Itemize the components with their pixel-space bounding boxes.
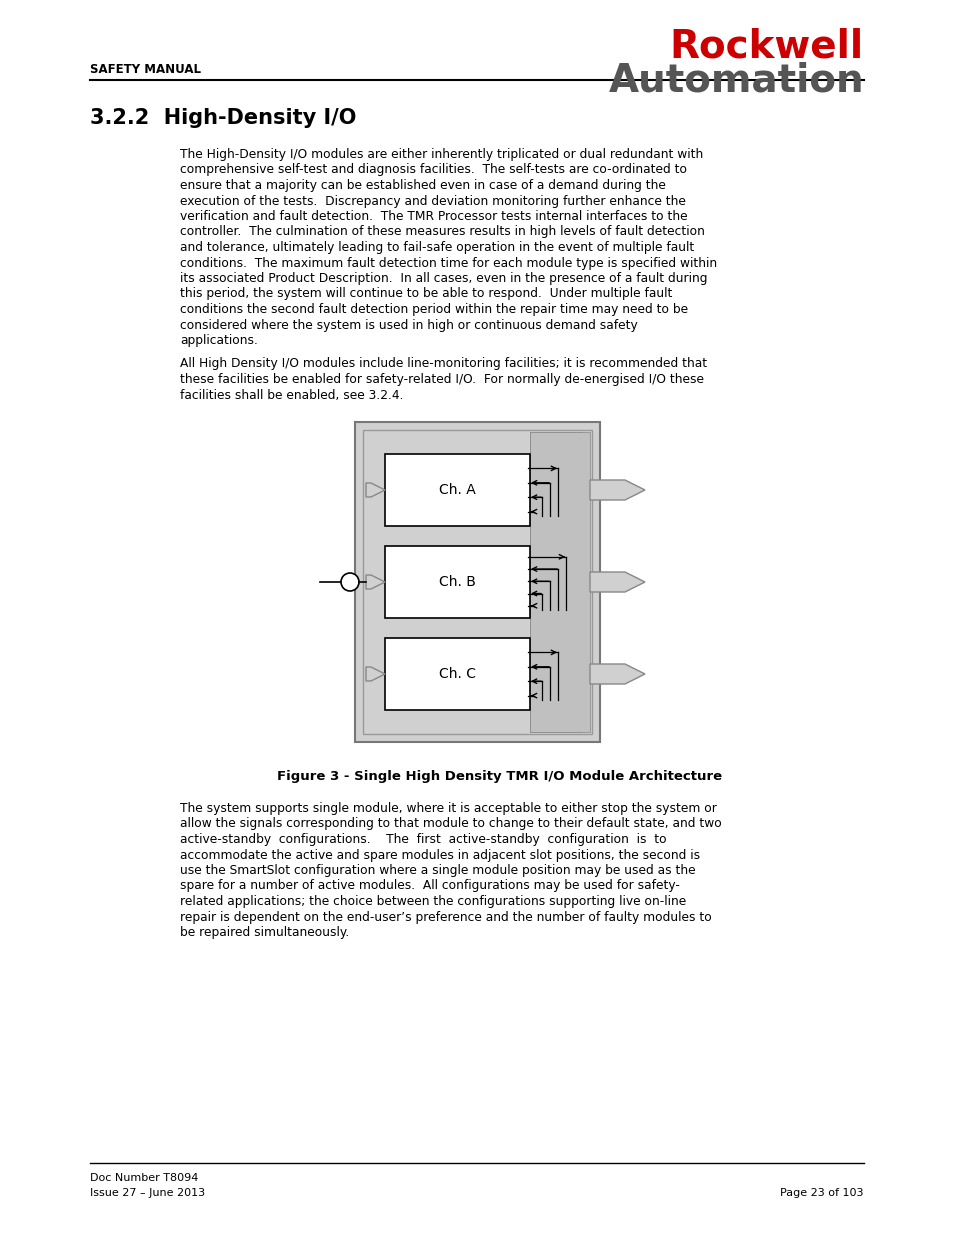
- Text: controller.  The culmination of these measures results in high levels of fault d: controller. The culmination of these mea…: [180, 226, 704, 238]
- Text: this period, the system will continue to be able to respond.  Under multiple fau: this period, the system will continue to…: [180, 288, 672, 300]
- Text: these facilities be enabled for safety-related I/O.  For normally de-energised I: these facilities be enabled for safety-r…: [180, 373, 703, 387]
- Polygon shape: [589, 572, 644, 592]
- Text: Issue 27 – June 2013: Issue 27 – June 2013: [90, 1188, 205, 1198]
- Bar: [385, 546, 530, 618]
- Text: Automation: Automation: [608, 62, 863, 100]
- Bar: [385, 454, 530, 526]
- Polygon shape: [366, 576, 385, 589]
- Text: its associated Product Description.  In all cases, even in the presence of a fau: its associated Product Description. In a…: [180, 272, 707, 285]
- Bar: [530, 432, 574, 732]
- Bar: [530, 432, 581, 732]
- Bar: [530, 432, 565, 732]
- Text: be repaired simultaneously.: be repaired simultaneously.: [180, 926, 349, 939]
- Text: spare for a number of active modules.  All configurations may be used for safety: spare for a number of active modules. Al…: [180, 879, 679, 893]
- Bar: [385, 638, 530, 710]
- Polygon shape: [366, 483, 385, 496]
- Text: The High-Density I/O modules are either inherently triplicated or dual redundant: The High-Density I/O modules are either …: [180, 148, 702, 161]
- Text: comprehensive self-test and diagnosis facilities.  The self-tests are co-ordinat: comprehensive self-test and diagnosis fa…: [180, 163, 686, 177]
- Text: conditions.  The maximum fault detection time for each module type is specified : conditions. The maximum fault detection …: [180, 257, 717, 269]
- Text: facilities shall be enabled, see 3.2.4.: facilities shall be enabled, see 3.2.4.: [180, 389, 403, 401]
- Text: active-standby  configurations.    The  first  active-standby  configuration  is: active-standby configurations. The first…: [180, 832, 666, 846]
- Text: Rockwell: Rockwell: [669, 28, 863, 65]
- Text: ensure that a majority can be established even in case of a demand during the: ensure that a majority can be establishe…: [180, 179, 665, 191]
- Text: Figure 3 - Single High Density TMR I/O Module Architecture: Figure 3 - Single High Density TMR I/O M…: [277, 769, 721, 783]
- Polygon shape: [366, 667, 385, 680]
- Text: Page 23 of 103: Page 23 of 103: [780, 1188, 863, 1198]
- Bar: [355, 422, 599, 742]
- Text: accommodate the active and spare modules in adjacent slot positions, the second : accommodate the active and spare modules…: [180, 848, 700, 862]
- Text: related applications; the choice between the configurations supporting live on-l: related applications; the choice between…: [180, 895, 685, 908]
- Text: applications.: applications.: [180, 333, 257, 347]
- Text: Ch. B: Ch. B: [438, 576, 476, 589]
- Text: All High Density I/O modules include line-monitoring facilities; it is recommend: All High Density I/O modules include lin…: [180, 357, 706, 370]
- Text: considered where the system is used in high or continuous demand safety: considered where the system is used in h…: [180, 319, 638, 331]
- Bar: [530, 432, 589, 732]
- Text: verification and fault detection.  The TMR Processor tests internal interfaces t: verification and fault detection. The TM…: [180, 210, 687, 224]
- Polygon shape: [589, 480, 644, 500]
- Text: repair is dependent on the end-user’s preference and the number of faulty module: repair is dependent on the end-user’s pr…: [180, 910, 711, 924]
- Bar: [363, 430, 592, 734]
- Circle shape: [340, 573, 358, 592]
- Text: Ch. C: Ch. C: [438, 667, 476, 680]
- Polygon shape: [589, 664, 644, 684]
- Text: SAFETY MANUAL: SAFETY MANUAL: [90, 63, 201, 77]
- Text: The system supports single module, where it is acceptable to either stop the sys: The system supports single module, where…: [180, 802, 716, 815]
- Text: allow the signals corresponding to that module to change to their default state,: allow the signals corresponding to that …: [180, 818, 721, 830]
- Text: Ch. A: Ch. A: [438, 483, 476, 496]
- Text: Doc Number T8094: Doc Number T8094: [90, 1173, 198, 1183]
- Text: conditions the second fault detection period within the repair time may need to : conditions the second fault detection pe…: [180, 303, 687, 316]
- Text: and tolerance, ultimately leading to fail-safe operation in the event of multipl: and tolerance, ultimately leading to fai…: [180, 241, 694, 254]
- Text: execution of the tests.  Discrepancy and deviation monitoring further enhance th: execution of the tests. Discrepancy and …: [180, 194, 685, 207]
- Text: use the SmartSlot configuration where a single module position may be used as th: use the SmartSlot configuration where a …: [180, 864, 695, 877]
- Text: 3.2.2  High-Density I/O: 3.2.2 High-Density I/O: [90, 107, 356, 128]
